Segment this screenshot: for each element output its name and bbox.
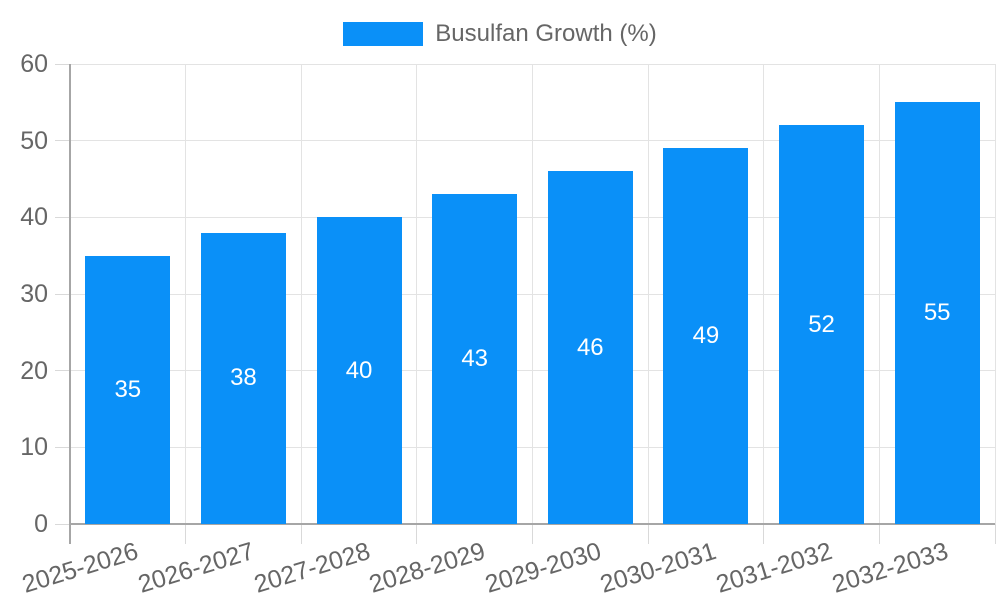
x-axis-tick [416,524,418,544]
legend-swatch-icon [343,22,424,46]
bar[interactable] [779,125,865,524]
y-axis-tick [55,446,70,448]
y-axis-line [69,64,71,544]
gridline-vertical [994,64,996,524]
x-axis-category-label: 2026-2027 [134,537,258,599]
gridline-vertical [185,64,187,524]
x-axis-category-label: 2032-2033 [828,537,952,599]
y-axis-tick-label: 20 [20,356,48,385]
legend: Busulfan Growth (%) [0,20,1000,48]
y-axis-tick-label: 40 [20,203,48,232]
x-axis-tick [763,524,765,544]
y-axis-tick [55,63,70,65]
gridline-vertical [532,64,533,524]
gridline-vertical [647,64,649,524]
y-axis-tick-label: 50 [20,126,48,155]
bar[interactable] [894,102,980,524]
bar[interactable] [547,171,633,524]
x-axis-tick [647,524,649,544]
x-axis-category-label: 2028-2029 [366,537,489,599]
legend-item[interactable]: Busulfan Growth (%) [343,20,657,48]
y-axis-tick [55,523,70,525]
y-axis-tick-label: 0 [34,510,48,538]
y-axis-tick [55,370,70,372]
x-axis-category-label: 2027-2028 [250,537,373,599]
gridline-vertical [763,64,765,524]
x-axis-category-label: 2031-2032 [712,537,836,599]
y-axis-tick [55,293,70,295]
y-axis-tick-label: 30 [20,280,48,308]
x-axis-tick [994,524,996,544]
x-axis-tick [532,524,533,544]
x-axis-category-label: 2030-2031 [597,537,720,599]
legend-label: Busulfan Growth (%) [435,20,657,47]
bar[interactable] [432,194,518,524]
y-axis-tick [55,140,70,142]
gridline-vertical [878,64,880,524]
bar[interactable] [200,232,286,524]
y-axis-tick-label: 10 [20,433,48,462]
x-axis-line [70,523,995,525]
x-axis-tick [300,524,302,544]
x-axis-category-label: 2025-2026 [19,537,142,599]
y-axis-tick [55,216,70,218]
gridline-vertical [416,64,418,524]
bar[interactable] [85,255,171,524]
x-axis-tick [878,524,880,544]
gridline-vertical [300,64,302,524]
x-axis-category-label: 2029-2030 [481,537,605,599]
bar[interactable] [663,148,749,524]
y-axis-tick-label: 60 [20,50,48,78]
bar[interactable] [316,217,402,524]
x-axis-tick [185,524,187,544]
